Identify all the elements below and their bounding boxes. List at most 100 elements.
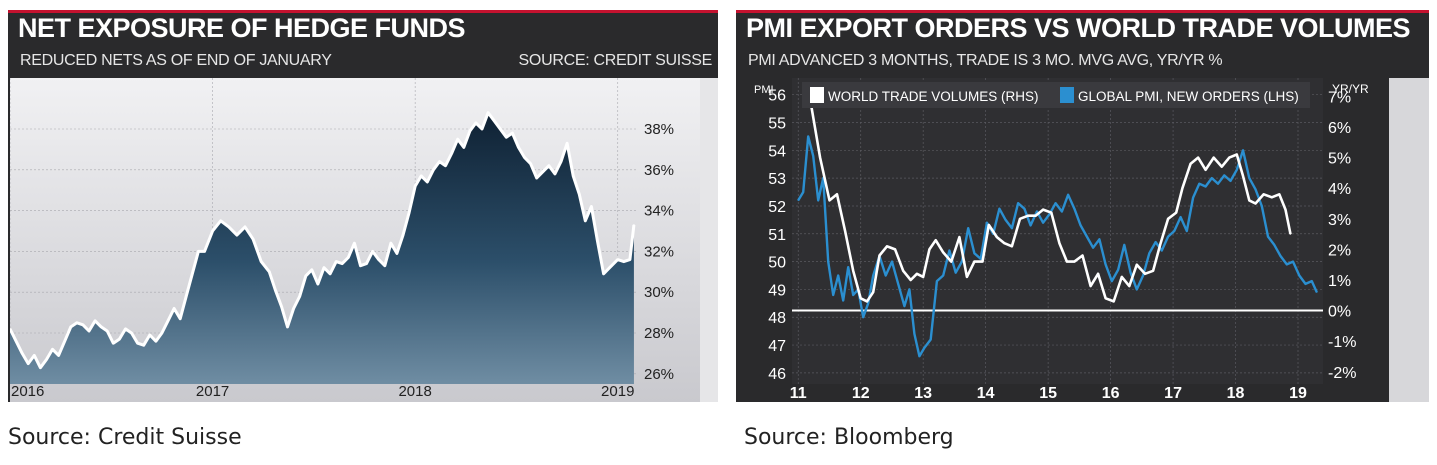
data-point (832, 294, 834, 296)
chart-title: NET EXPOSURE OF HEDGE FUNDS (18, 13, 466, 43)
data-point (45, 358, 48, 361)
data-point (1298, 274, 1300, 277)
data-point (1067, 194, 1069, 196)
data-point (1271, 196, 1273, 199)
data-point (329, 273, 331, 275)
data-point (211, 230, 214, 232)
y-left-tick-label: 55 (768, 116, 786, 133)
data-point (1097, 273, 1099, 275)
data-point (923, 347, 926, 349)
data-point (475, 122, 477, 124)
chart-source-label: SOURCE: CREDIT SUISSE (518, 52, 713, 69)
data-point (802, 191, 804, 193)
data-point (560, 160, 562, 163)
data-point (1019, 218, 1021, 220)
data-point (954, 272, 957, 274)
data-point (958, 236, 961, 238)
data-point (499, 128, 502, 130)
data-point (371, 250, 374, 253)
data-point (100, 326, 102, 328)
data-point (1113, 300, 1115, 303)
data-point (590, 205, 593, 208)
data-point (541, 171, 544, 173)
data-point (1186, 230, 1188, 232)
data-point (292, 307, 295, 310)
chart-subtitle: PMI ADVANCED 3 MONTHS, TRADE IS 3 MO. MV… (748, 52, 1223, 69)
data-point (456, 138, 459, 140)
y-right-tick-label: 4% (1328, 181, 1351, 198)
data-point (118, 338, 121, 340)
data-point (979, 258, 982, 260)
data-point (1142, 274, 1144, 277)
data-point (928, 248, 931, 251)
data-point (1229, 180, 1232, 182)
data-point (819, 156, 821, 159)
data-point (862, 316, 864, 318)
data-point (602, 273, 605, 275)
data-point (1061, 210, 1063, 213)
data-point (913, 333, 916, 335)
x-tick-label: 11 (790, 385, 807, 402)
source-caption-left: Source: Credit Suisse (8, 425, 242, 450)
data-point (1011, 227, 1013, 229)
data-point (909, 279, 912, 281)
data-point (21, 352, 23, 355)
data-point (462, 146, 465, 149)
data-point (505, 136, 508, 138)
data-point (847, 266, 849, 268)
data-point (812, 155, 814, 157)
data-point (1023, 208, 1026, 210)
data-point (203, 250, 206, 253)
hedge-fund-exposure-chart: NET EXPOSURE OF HEDGE FUNDS REDUCED NETS… (8, 10, 718, 402)
data-point (365, 262, 368, 265)
x-tick-label: 19 (1289, 385, 1307, 402)
y-left-tick-label: 50 (768, 255, 786, 272)
data-point (130, 332, 133, 334)
data-point (922, 276, 924, 278)
data-point (1254, 188, 1257, 190)
data-point (988, 224, 990, 226)
data-point (885, 274, 887, 277)
data-point (1148, 252, 1151, 254)
data-point (94, 319, 96, 322)
data-point (268, 271, 271, 273)
data-point (179, 317, 181, 320)
data-point (517, 146, 520, 149)
data-point (866, 300, 868, 303)
data-point (836, 193, 838, 195)
data-point (1129, 272, 1132, 274)
data-point (438, 160, 441, 163)
y-left-tick-label: 54 (768, 143, 786, 160)
data-point (260, 260, 262, 263)
data-point (891, 260, 893, 263)
data-point (353, 242, 356, 245)
pmi-vs-trade-chart: PMI EXPORT ORDERS VS WORLD TRADE VOLUMES… (736, 10, 1429, 402)
data-point (82, 324, 84, 326)
data-point (1197, 156, 1199, 159)
y-right-tick-label: -1% (1328, 334, 1356, 351)
data-point (916, 273, 918, 275)
data-point (584, 220, 587, 222)
data-point (1034, 215, 1037, 217)
data-point (554, 173, 556, 175)
data-point (827, 260, 829, 263)
data-point (1204, 169, 1207, 171)
data-point (402, 234, 404, 236)
y-left-tick-label: 56 (768, 88, 786, 105)
y-right-tick-label: 7% (1328, 89, 1351, 106)
data-point (996, 236, 998, 238)
data-point (304, 275, 307, 277)
data-point (872, 274, 874, 277)
data-point (155, 340, 157, 342)
data-point (867, 302, 869, 305)
data-point (1248, 199, 1250, 202)
data-point (1289, 233, 1292, 235)
data-point (902, 270, 904, 272)
data-point (173, 307, 175, 310)
data-point (112, 342, 115, 345)
data-point (341, 262, 344, 265)
y-tick-label: 32% (644, 243, 674, 260)
data-point (1128, 285, 1131, 287)
y-right-tick-label: 5% (1328, 151, 1351, 168)
data-point (807, 135, 809, 138)
